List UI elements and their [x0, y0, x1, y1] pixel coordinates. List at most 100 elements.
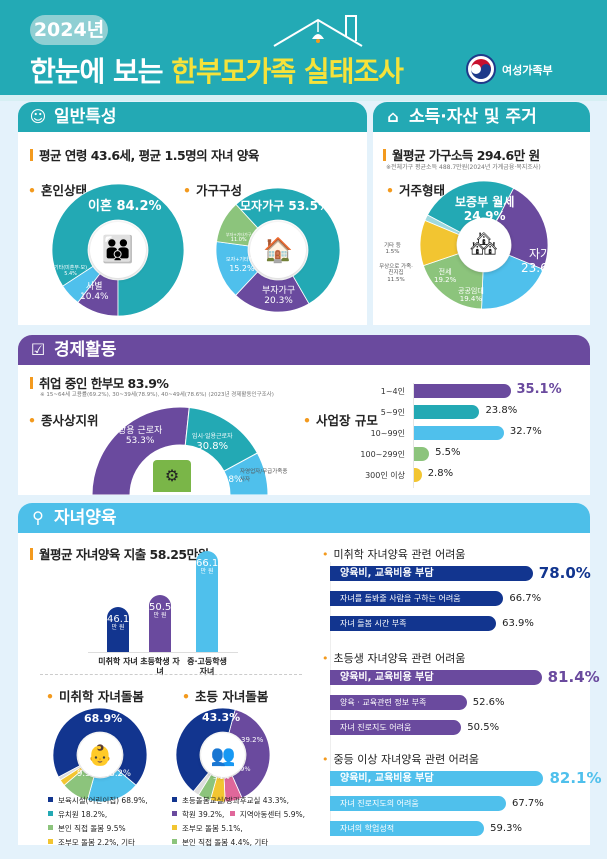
bar	[414, 405, 480, 419]
elementary-label-grandparent: 5.1%	[213, 773, 230, 781]
bar-label: 1~4인	[380, 387, 405, 396]
marital-label: 혼인상태	[28, 180, 87, 199]
legend-item: 보육시설(어린이집) 68.9%,	[48, 795, 148, 806]
elementary-label-center: 5.9%	[234, 765, 251, 773]
bar-label: 초등학생 자녀	[140, 657, 180, 676]
marital-donut	[52, 184, 184, 316]
bar-unit: 만 원	[153, 611, 167, 619]
legend-item: 조부모 돌봄 2.2%, 기타	[48, 837, 135, 848]
title-prefix: 한눈에 보는	[30, 55, 172, 88]
parent-child-icon: ⚲	[32, 508, 44, 527]
difficulty-group-title: 미취학 자녀양육 관련 어려움	[322, 546, 466, 562]
legend-item: 본인 직접 돌봄 9.5%	[48, 823, 126, 834]
preschool-label-kindergarten: 18.2%	[104, 769, 132, 779]
baseline	[88, 652, 238, 653]
workers-icon: ⚙	[153, 460, 191, 492]
title-highlight: 한부모가족 실태조사	[171, 55, 404, 88]
difficulty-value: 67.7%	[512, 798, 544, 809]
size-label: 사업장 규모	[303, 410, 378, 429]
difficulty-value: 59.3%	[490, 823, 522, 834]
faces-icon: ☺	[29, 107, 47, 126]
worker-icon: ☑	[30, 340, 46, 359]
difficulty-value: 82.1%	[549, 769, 602, 787]
donut-segment	[228, 709, 270, 799]
economy-header: ☑ 경제활동	[18, 335, 590, 365]
bar-value: 46.1	[107, 613, 130, 625]
axis-line	[413, 383, 414, 488]
bar-label: 300인 이상	[365, 471, 405, 480]
baby-bottle-icon: 👶	[78, 733, 122, 777]
difficulty-bar: 자녀의 학업성적	[330, 821, 485, 836]
bar-label: 100~299인	[360, 450, 405, 459]
ministry-name: 여성가족부	[502, 64, 553, 77]
spending-headline: 월평균 자녀양육 지출 58.25만원	[30, 544, 209, 563]
status-label: 종사상지위	[28, 410, 99, 429]
page-title: 한눈에 보는 한부모가족 실태조사	[30, 50, 404, 90]
bar	[414, 384, 511, 398]
bar-label: 미취학 자녀	[98, 657, 138, 666]
elementary-label-academy: 39.2%	[241, 736, 264, 744]
legend-item: 조부모 돌봄 5.1%,	[172, 823, 243, 834]
difficulty-bar: 자녀를 돌봐줄 사람을 구하는 어려움	[330, 591, 504, 606]
bar-label: 10~99인	[370, 429, 405, 438]
bar-value: 32.7%	[509, 426, 542, 437]
elementary-label-class: 43.3%	[202, 711, 241, 724]
housing-label-other: 기타 등 1.5%	[384, 243, 401, 256]
housing-label-jeonse: 전세 19.2%	[434, 268, 457, 285]
section-title: 자녀양육	[54, 508, 117, 528]
difficulty-value: 81.4%	[547, 668, 600, 686]
childcare-header: ⚲ 자녀양육	[18, 503, 590, 533]
status-label-temporary: 임시·일용근로자 30.8%	[192, 433, 233, 452]
household-home-icon: 🏠	[250, 222, 306, 278]
marital-label-divorce: 이혼 84.2%	[88, 199, 162, 214]
bar	[414, 468, 422, 482]
difficulty-group-title: 중등 이상 자녀양육 관련 어려움	[322, 751, 480, 767]
household-label-mother-other: 모자+기타가구 15.2%	[226, 257, 258, 273]
house-roof-icon	[273, 15, 363, 47]
elementary-care-donut	[176, 708, 270, 802]
bar-value: 50.5	[149, 601, 172, 613]
economy-note: ※ 15~64세 고용률(69.2%), 30~39세(78.9%), 40~4…	[40, 392, 274, 398]
legend-item: 본인 직접 돌봄 4.4%, 기타	[172, 837, 268, 848]
bar	[414, 447, 430, 461]
section-title: 경제활동	[54, 340, 117, 360]
header-banner	[0, 0, 607, 95]
dashed-divider	[40, 674, 302, 675]
donut-segment	[235, 188, 340, 305]
home-building-icon: 🏘	[457, 218, 511, 272]
difficulty-bar: 양육 · 교육관련 정보 부족	[330, 695, 467, 710]
preschool-care-label: 미취학 자녀돌봄	[46, 686, 144, 705]
housing-donut	[420, 181, 548, 309]
difficulty-bar: 자녀 진로지도의 어려움	[330, 796, 507, 811]
bar-unit: 만 원	[200, 567, 214, 575]
legend-item: 유치원 18.2%,	[48, 809, 107, 820]
semicircle-segment	[223, 452, 269, 495]
status-label-regular: 상용 근로자 53.3%	[118, 426, 163, 447]
spending-bar: 50.5 만 원	[149, 594, 172, 652]
donut-segment	[176, 708, 236, 793]
status-self-caption: 자영업자/무급가족종사자	[240, 469, 288, 483]
bar-value: 23.8%	[485, 405, 518, 416]
divider	[0, 95, 607, 101]
household-label-father-other: 부자+기타가구 11.0%	[226, 232, 252, 243]
elementary-care-label: 초등 자녀돌봄	[182, 686, 268, 705]
marital-label-widowed: 사별 10.4%	[80, 282, 109, 303]
status-semicircle	[91, 406, 269, 495]
preschool-label-daycare: 68.9%	[84, 712, 123, 725]
donut-segment	[57, 765, 82, 781]
bar-value: 5.5%	[435, 447, 461, 458]
difficulty-bar: 자녀 진로지도 어려움	[330, 720, 462, 735]
family-icon: 👪	[90, 222, 146, 278]
housing-label-public: 공공임대 19.4%	[458, 287, 484, 304]
housing-label-monthly: 보증부 월세 24.9%	[455, 195, 515, 223]
income-note: ※전체가구 평균소득 488.7만원(2024년 가계금융·복지조사)	[386, 164, 541, 171]
bar-label: 5~9인	[380, 408, 405, 417]
difficulty-group-title: 초등생 자녀양육 관련 어려움	[322, 650, 466, 666]
spending-bar: 66.1 만 원	[196, 550, 219, 652]
bar-unit: 만 원	[111, 623, 125, 631]
section-title: 일반특성	[54, 107, 117, 127]
legend-item: 초등돌봄교실/방과후교실 43.3%,	[172, 795, 289, 806]
difficulty-value: 50.5%	[467, 722, 500, 733]
marital-label-other: 기타(미혼부·모) 5.4%	[54, 265, 88, 277]
bar-value: 66.1	[196, 557, 219, 569]
